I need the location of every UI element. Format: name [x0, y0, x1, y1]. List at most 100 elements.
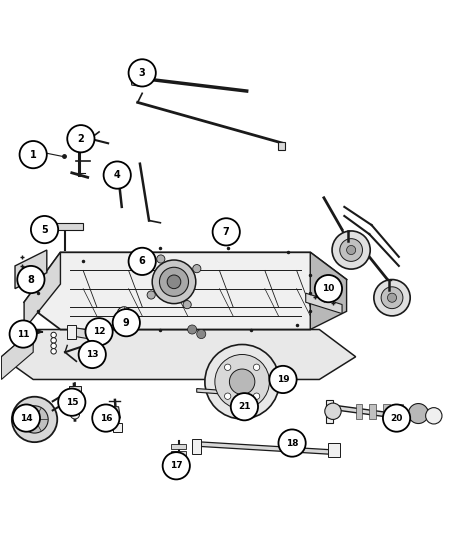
Circle shape — [224, 364, 231, 371]
Circle shape — [253, 364, 260, 371]
Text: 10: 10 — [322, 284, 335, 293]
Circle shape — [157, 255, 165, 263]
Polygon shape — [369, 404, 376, 420]
Text: 4: 4 — [114, 170, 121, 180]
Circle shape — [315, 275, 342, 302]
Circle shape — [205, 344, 279, 419]
Circle shape — [113, 309, 140, 336]
Circle shape — [51, 338, 56, 343]
Polygon shape — [15, 250, 47, 289]
Polygon shape — [24, 252, 346, 329]
Circle shape — [425, 408, 442, 424]
Circle shape — [51, 332, 56, 338]
Text: 7: 7 — [223, 227, 229, 237]
Circle shape — [13, 404, 40, 432]
Circle shape — [224, 393, 231, 399]
Circle shape — [21, 406, 48, 433]
Circle shape — [388, 293, 397, 303]
Polygon shape — [171, 459, 186, 464]
Polygon shape — [239, 409, 246, 419]
Circle shape — [409, 404, 428, 424]
Polygon shape — [171, 451, 186, 456]
Circle shape — [85, 318, 113, 345]
Circle shape — [147, 291, 155, 299]
Circle shape — [58, 388, 85, 416]
Circle shape — [197, 329, 206, 339]
Circle shape — [92, 404, 119, 432]
Text: 3: 3 — [139, 68, 146, 78]
Circle shape — [231, 393, 258, 420]
Circle shape — [332, 231, 370, 269]
Circle shape — [183, 300, 191, 309]
Circle shape — [163, 452, 190, 480]
Polygon shape — [278, 142, 285, 150]
Circle shape — [67, 125, 95, 152]
Circle shape — [346, 245, 356, 255]
Circle shape — [29, 414, 40, 425]
Polygon shape — [1, 329, 356, 380]
Polygon shape — [171, 444, 186, 448]
Circle shape — [325, 403, 341, 420]
Circle shape — [128, 248, 156, 275]
Circle shape — [374, 279, 410, 316]
Circle shape — [188, 325, 197, 334]
Polygon shape — [329, 443, 340, 456]
Polygon shape — [383, 404, 390, 420]
Polygon shape — [397, 404, 404, 420]
Text: 5: 5 — [41, 224, 48, 235]
Circle shape — [70, 410, 80, 419]
Circle shape — [17, 266, 44, 293]
Circle shape — [20, 141, 47, 168]
Text: 20: 20 — [390, 414, 403, 422]
Polygon shape — [110, 406, 120, 418]
Polygon shape — [197, 442, 333, 454]
Circle shape — [340, 239, 362, 261]
Circle shape — [159, 267, 189, 296]
Polygon shape — [329, 404, 419, 421]
Circle shape — [269, 366, 297, 393]
Text: 9: 9 — [123, 318, 130, 328]
Polygon shape — [47, 223, 83, 229]
Circle shape — [152, 260, 196, 304]
Text: 2: 2 — [78, 134, 84, 144]
Text: 11: 11 — [17, 329, 29, 339]
Text: 18: 18 — [286, 438, 298, 448]
Circle shape — [381, 287, 403, 309]
Circle shape — [278, 430, 306, 456]
Polygon shape — [113, 422, 122, 432]
Circle shape — [10, 321, 37, 348]
Polygon shape — [417, 406, 435, 421]
Circle shape — [236, 400, 249, 413]
Text: 13: 13 — [86, 350, 98, 359]
Circle shape — [383, 404, 410, 432]
Circle shape — [51, 343, 56, 349]
Text: 16: 16 — [100, 414, 112, 422]
Polygon shape — [356, 404, 362, 420]
Polygon shape — [67, 325, 76, 339]
Polygon shape — [192, 438, 201, 454]
Circle shape — [213, 218, 240, 245]
Circle shape — [193, 265, 201, 273]
Polygon shape — [306, 293, 342, 314]
Circle shape — [104, 162, 131, 189]
Polygon shape — [171, 466, 186, 470]
Text: 6: 6 — [139, 256, 146, 266]
Polygon shape — [24, 252, 60, 329]
Circle shape — [215, 355, 269, 409]
Circle shape — [117, 307, 131, 321]
Circle shape — [128, 59, 156, 86]
Circle shape — [31, 216, 58, 243]
Circle shape — [51, 349, 56, 354]
Polygon shape — [232, 403, 254, 409]
Polygon shape — [1, 329, 33, 380]
Text: 17: 17 — [170, 461, 183, 470]
Text: 12: 12 — [93, 327, 105, 336]
Text: 19: 19 — [276, 375, 289, 384]
Circle shape — [79, 341, 106, 368]
Text: 15: 15 — [65, 398, 78, 406]
Text: 1: 1 — [30, 150, 37, 160]
Circle shape — [167, 275, 181, 289]
Text: 14: 14 — [20, 414, 33, 422]
Polygon shape — [310, 252, 346, 329]
Text: 8: 8 — [27, 274, 34, 284]
